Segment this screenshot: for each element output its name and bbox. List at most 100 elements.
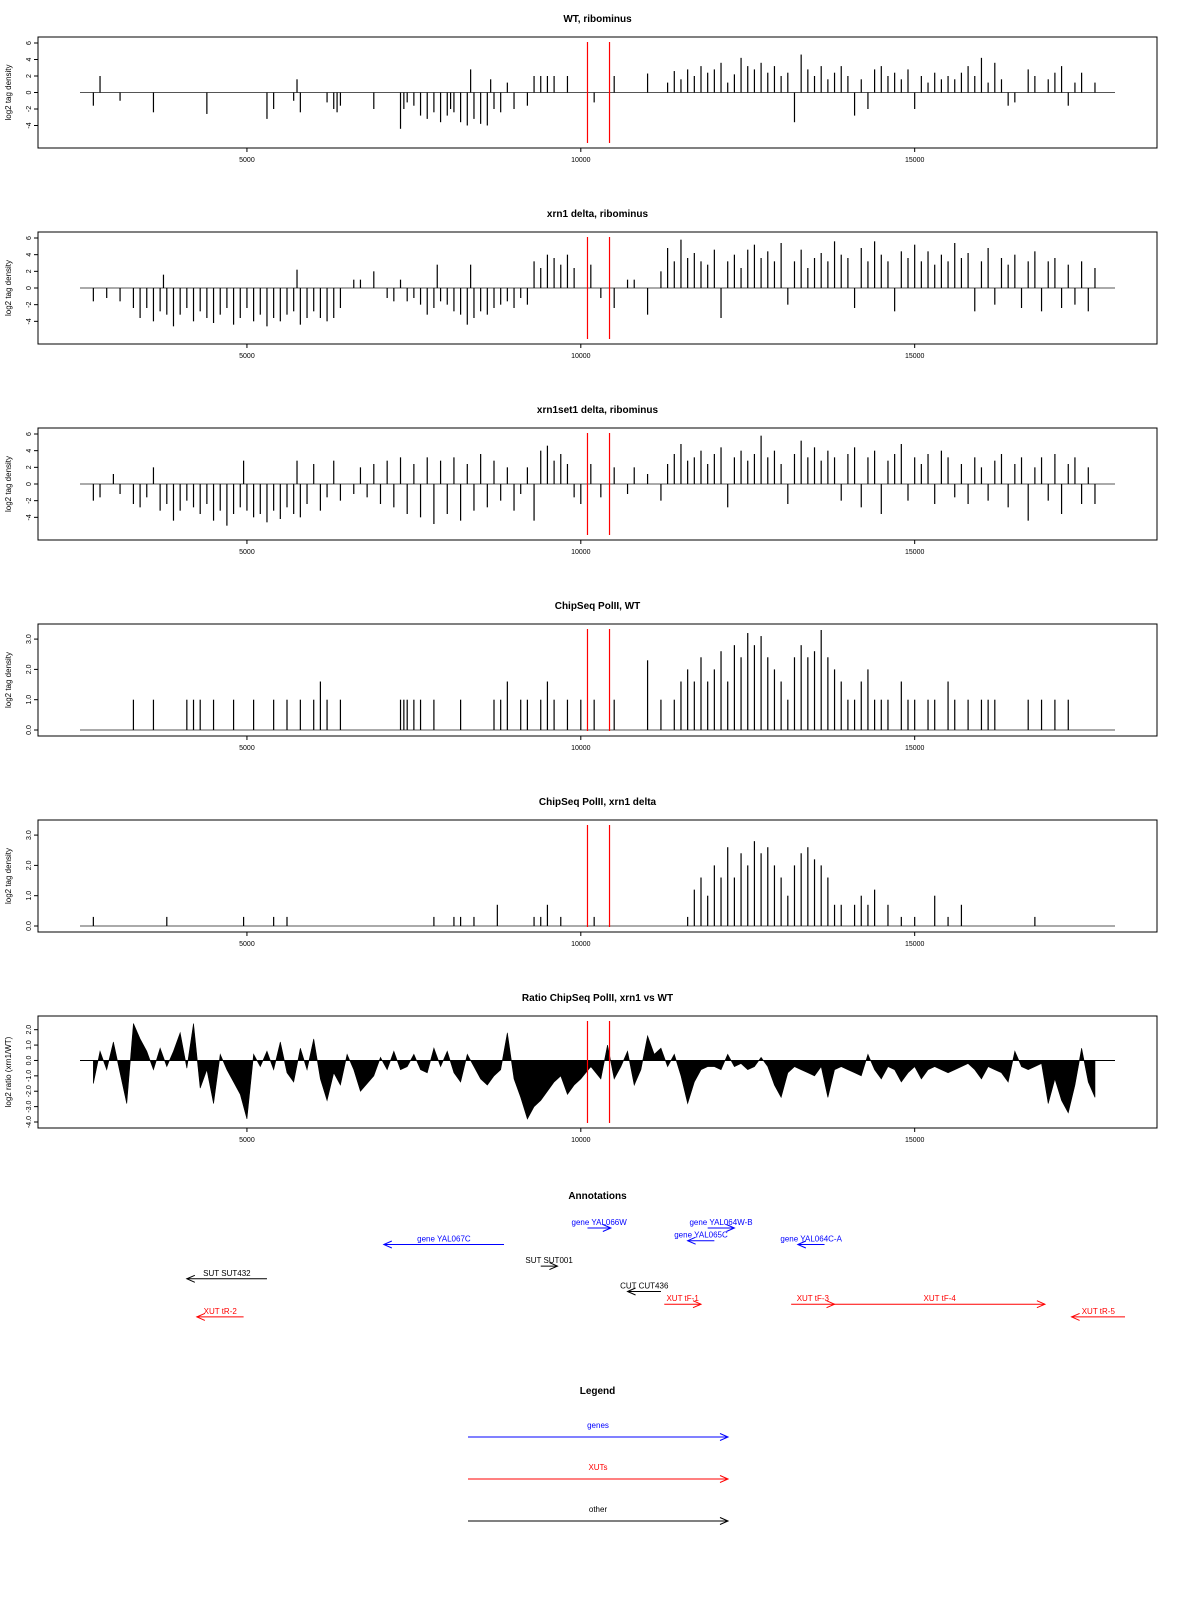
annotation-feature: XUT tR-2: [195, 1307, 244, 1321]
annotation-label: XUT tF-1: [666, 1294, 699, 1303]
y-tick-label: -3.0: [26, 1100, 33, 1112]
plot-frame: [37, 819, 1158, 933]
legend-label: XUTs: [588, 1463, 607, 1472]
y-tick-label: 0: [26, 90, 33, 94]
annotation-feature: gene YAL064C-A: [780, 1235, 843, 1249]
annotations-title: Annotations: [568, 1191, 627, 1202]
arrow-head: [719, 1517, 730, 1525]
annotation-feature: gene YAL066W: [572, 1218, 627, 1232]
y-tick-label: -2.0: [26, 1085, 33, 1097]
y-axis-label: log2 tag density: [4, 848, 13, 904]
chart-panel-2: xrn1 delta, ribominus log2 tag density -4 -…: [4, 209, 1158, 360]
annotation-label: CUT CUT436: [620, 1282, 669, 1291]
y-tick-label: 2: [26, 74, 33, 78]
y-tick-label: -2: [26, 497, 33, 503]
annotation-label: XUT tR-2: [204, 1307, 238, 1316]
y-tick-label: -2: [26, 106, 33, 112]
y-tick-label: 2.0: [26, 664, 33, 674]
annotation-feature: XUT tF-4: [834, 1294, 1047, 1309]
arrow-head: [726, 1224, 736, 1232]
annotation-label: SUT SUT432: [203, 1269, 251, 1278]
y-tick-label: 4: [26, 253, 33, 257]
x-tick-label: 10000: [571, 353, 591, 360]
annotation-feature: XUT tR-5: [1070, 1307, 1126, 1321]
y-tick-label: 0: [26, 286, 33, 290]
x-tick-label: 15000: [905, 353, 925, 360]
legend-label: genes: [587, 1421, 609, 1430]
arrow-head: [1036, 1300, 1047, 1309]
arrow-head: [1070, 1312, 1080, 1321]
annotation-feature: gene YAL064W-B: [689, 1218, 753, 1232]
ratio-area: [93, 1023, 1096, 1120]
annotation-label: XUT tF-3: [797, 1294, 830, 1303]
y-tick-label: 4: [26, 57, 33, 61]
annotation-feature: XUT tF-1: [664, 1294, 703, 1309]
chart-panel-5: ChipSeq PolII, xrn1 delta log2 tag densit…: [4, 797, 1158, 948]
y-tick-label: -2: [26, 301, 33, 307]
y-tick-label: 0.0: [26, 921, 33, 931]
y-tick-label: -4: [26, 318, 33, 324]
y-tick-label: 6: [26, 236, 33, 240]
y-tick-label: 1.0: [26, 1040, 33, 1050]
y-tick-label: -4: [26, 122, 33, 128]
annotation-label: gene YAL064W-B: [689, 1218, 752, 1227]
x-tick-label: 10000: [571, 1137, 591, 1144]
chart-title: ChipSeq PolII, WT: [555, 601, 641, 612]
x-tick-label: 10000: [571, 941, 591, 948]
y-tick-label: -4.0: [26, 1116, 33, 1128]
legend-item: XUTs: [468, 1463, 730, 1483]
annotation-label: XUT tR-5: [1082, 1307, 1116, 1316]
annotations-track: Annotations gene YAL066W gene YAL064W-B gen…: [185, 1191, 1126, 1321]
x-tick-label: 15000: [905, 157, 925, 164]
x-tick-label: 5000: [239, 549, 255, 556]
arrow-head: [719, 1433, 730, 1441]
y-tick-label: 2: [26, 269, 33, 273]
x-tick-label: 15000: [905, 745, 925, 752]
y-tick-label: 2: [26, 465, 33, 469]
annotation-label: SUT SUT001: [525, 1256, 573, 1265]
arrow-head: [185, 1274, 196, 1283]
annotation-label: gene YAL065C: [674, 1231, 728, 1240]
y-tick-label: -1.0: [26, 1070, 33, 1082]
chart-panel-1: WT, ribominus log2 tag density -4 -2 0 2 4 6 500…: [4, 14, 1158, 164]
y-tick-label: 6: [26, 432, 33, 436]
arrow-head: [549, 1262, 559, 1271]
annotation-feature: gene YAL067C: [382, 1235, 505, 1249]
annotation-label: gene YAL067C: [417, 1235, 471, 1244]
x-tick-label: 5000: [239, 353, 255, 360]
annotation-label: gene YAL064C-A: [780, 1235, 842, 1244]
x-tick-label: 5000: [239, 745, 255, 752]
y-tick-label: 3.0: [26, 634, 33, 644]
y-tick-label: 1.0: [26, 695, 33, 705]
plot-frame: [37, 623, 1158, 737]
y-axis-label: log2 tag density: [4, 456, 13, 512]
arrow-head: [719, 1475, 730, 1483]
legend: Legend genes XUTs other: [468, 1386, 730, 1525]
chart-title: xrn1set1 delta, ribominus: [537, 405, 659, 416]
plot-frame: [37, 1015, 1158, 1129]
y-tick-label: 6: [26, 41, 33, 45]
y-axis-label: log2 tag density: [4, 652, 13, 708]
x-tick-label: 5000: [239, 157, 255, 164]
arrow-head: [195, 1312, 206, 1321]
legend-item: other: [468, 1505, 730, 1525]
y-tick-label: 2.0: [26, 1025, 33, 1035]
chart-panels: WT, ribominus log2 tag density -4 -2 0 2 4 6 500…: [4, 14, 1158, 1144]
arrow-head: [602, 1224, 613, 1232]
arrow-head: [382, 1240, 393, 1249]
y-axis-label: log2 tag density: [4, 64, 13, 120]
legend-item: genes: [468, 1421, 730, 1441]
legend-label: other: [589, 1505, 608, 1514]
chart-title: Ratio ChipSeq PolII, xrn1 vs WT: [522, 993, 673, 1004]
y-axis-label: log2 ratio (xrn1/WT): [4, 1036, 13, 1107]
y-tick-label: 0: [26, 482, 33, 486]
chart-panel-3: xrn1set1 delta, ribominus log2 tag densit…: [4, 405, 1158, 556]
chart-title: xrn1 delta, ribominus: [547, 209, 649, 220]
annotation-feature: XUT tF-3: [791, 1294, 836, 1309]
y-tick-label: 2.0: [26, 860, 33, 870]
x-tick-label: 10000: [571, 549, 591, 556]
x-tick-label: 10000: [571, 745, 591, 752]
annotation-label: XUT tF-4: [924, 1294, 957, 1303]
arrow-head: [692, 1300, 703, 1309]
